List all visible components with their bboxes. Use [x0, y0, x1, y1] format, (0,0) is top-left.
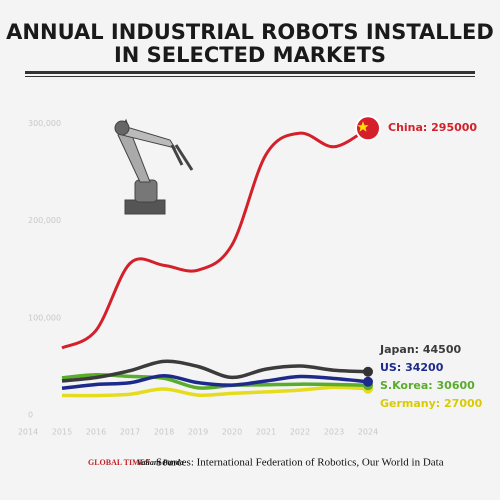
- logo: Valiant Panda: [137, 458, 184, 467]
- title-rule: [25, 71, 475, 74]
- end-marker: [363, 376, 373, 387]
- x-tick-label: 2024: [358, 428, 378, 437]
- y-tick-label: 200,000: [28, 216, 61, 225]
- flag-star: [357, 121, 369, 132]
- x-tick-label: 2019: [188, 428, 208, 437]
- end-label: China: 295000: [388, 121, 477, 134]
- line: [61, 126, 369, 350]
- end-label: S.Korea: 30600: [380, 379, 475, 392]
- y-tick-label: 100,000: [28, 313, 61, 322]
- end-label: US: 34200: [380, 361, 444, 374]
- x-tick-label: 2021: [256, 428, 276, 437]
- end-label: Japan: 44500: [379, 343, 461, 356]
- x-tick-label: 2020: [222, 428, 242, 437]
- source: Sources: International Federation of Rob…: [156, 457, 444, 469]
- x-tick-label: 2018: [154, 428, 174, 437]
- x-tick-label: 2016: [86, 428, 106, 437]
- x-tick-label: 2017: [120, 428, 140, 437]
- y-tick-label: 0: [28, 411, 33, 420]
- end-marker: [355, 115, 381, 142]
- line: [61, 385, 369, 398]
- line: [61, 373, 369, 391]
- x-tick-label: 2023: [324, 428, 344, 437]
- x-tick-label: 2015: [52, 428, 72, 437]
- end-label: Germany: 27000: [380, 397, 483, 410]
- x-tick-label: 2022: [290, 428, 310, 437]
- y-tick-label: 300,000: [28, 119, 61, 128]
- x-tick-label: 2014: [18, 428, 38, 437]
- chart-title: IN SELECTED MARKETS: [114, 43, 386, 67]
- logo: GLOBAL TIMES: [88, 458, 150, 467]
- title-rule: [25, 76, 475, 77]
- chart-title: ANNUAL INDUSTRIAL ROBOTS INSTALLED: [6, 20, 494, 44]
- robot-arm: [114, 118, 194, 215]
- line: [61, 359, 369, 383]
- end-marker: [363, 366, 373, 377]
